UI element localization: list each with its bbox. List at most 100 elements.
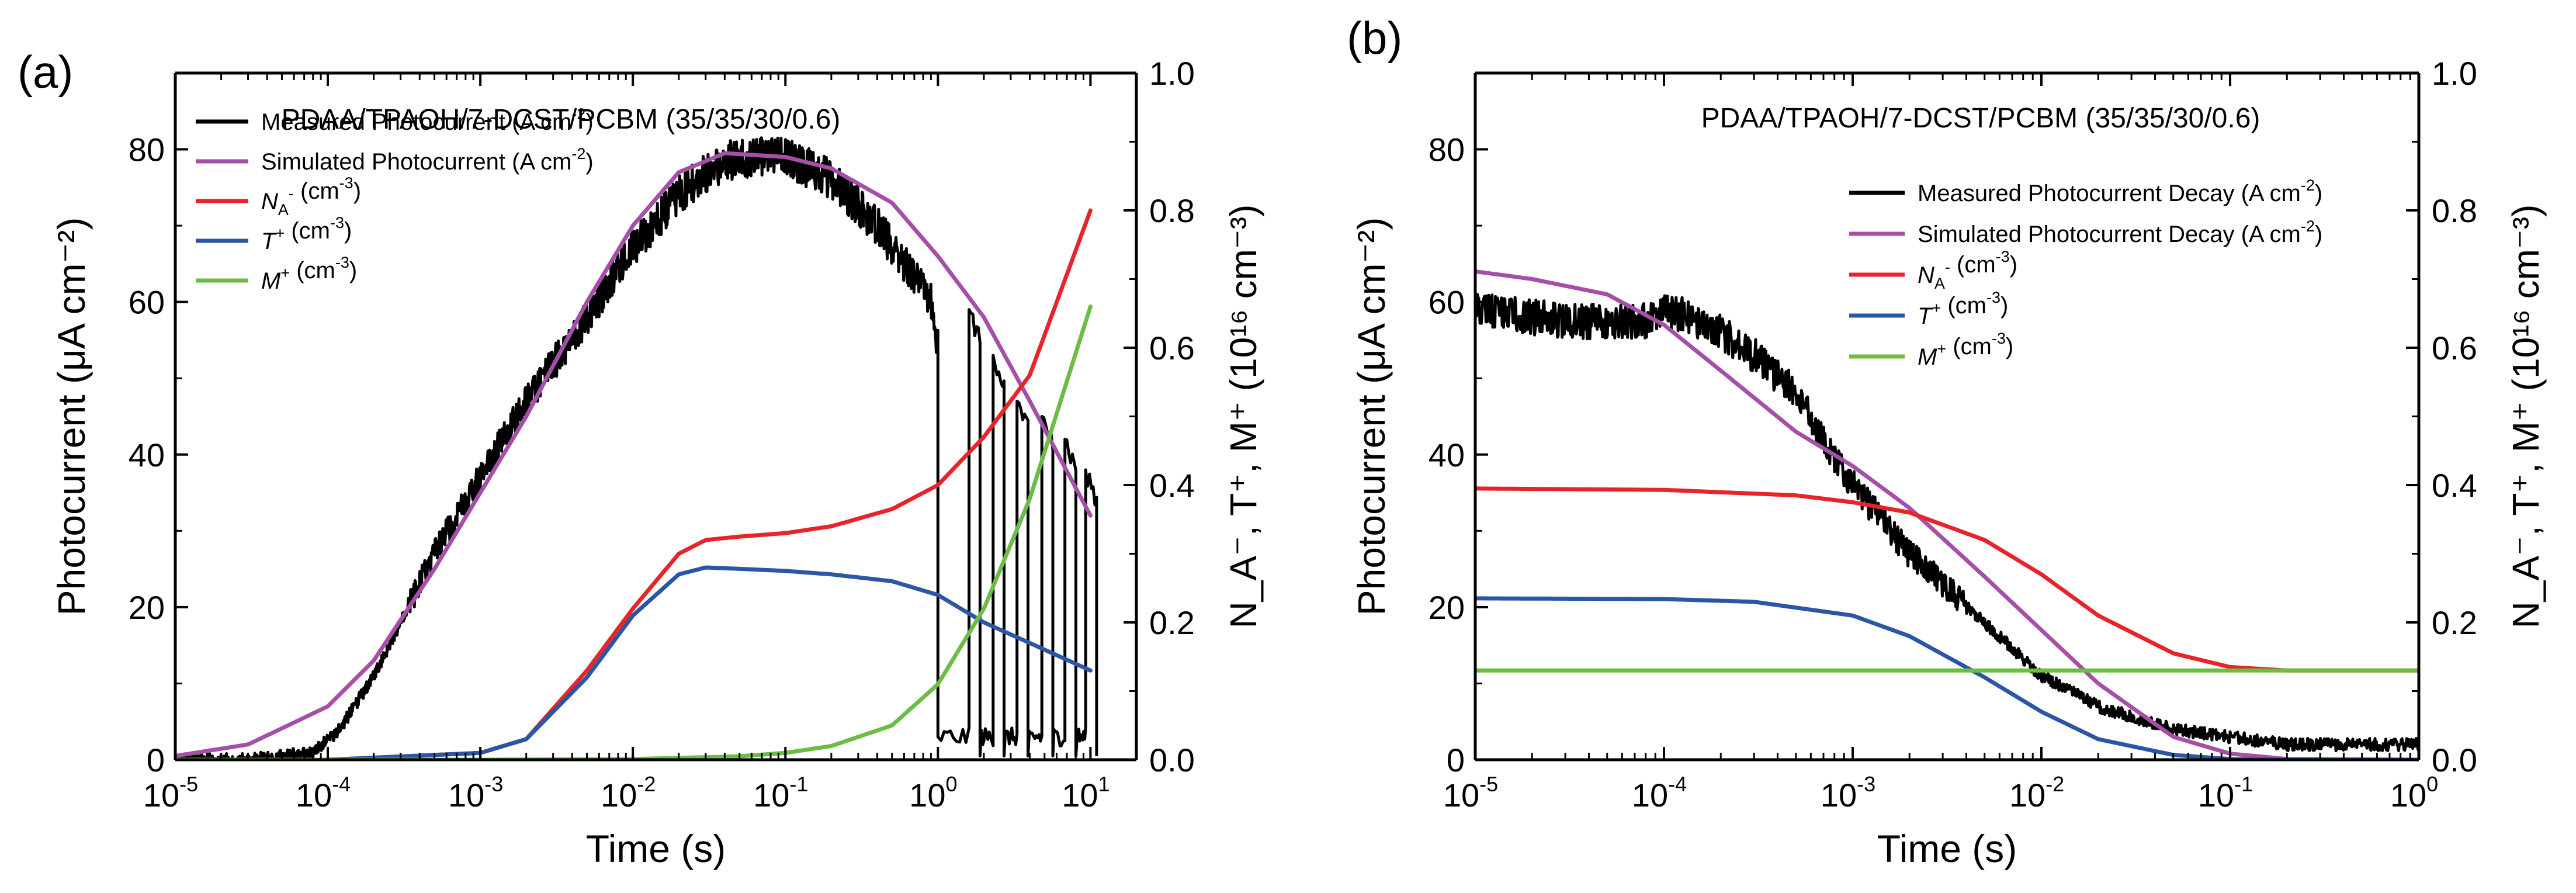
legend-superscript: + bbox=[280, 264, 290, 282]
x-tick-base: 10 bbox=[909, 777, 945, 814]
y2-tick-label: 0.8 bbox=[2432, 192, 2477, 229]
x-tick-base: 10 bbox=[601, 777, 637, 814]
x-tick-exp: -3 bbox=[1857, 772, 1875, 796]
legend-text-post: ) bbox=[2315, 181, 2322, 206]
x-tick-base: 10 bbox=[1821, 777, 1857, 814]
legend-text-main: (cm bbox=[285, 218, 330, 244]
legend-symbol: N bbox=[1918, 262, 1934, 288]
y2-tick-label: 0.8 bbox=[1149, 192, 1195, 229]
x-tick-base: 10 bbox=[1062, 777, 1098, 814]
x-tick-exp: 0 bbox=[945, 772, 957, 796]
legend-text-post: ) bbox=[2315, 221, 2322, 247]
legend-symbol: T bbox=[261, 229, 277, 254]
x-tick-label: 100 bbox=[909, 772, 957, 814]
y-tick-label: 80 bbox=[129, 131, 165, 168]
legend-text-main: (cm bbox=[294, 178, 339, 204]
panel-label: (a) bbox=[18, 46, 73, 98]
y-tick-label: 20 bbox=[1429, 589, 1465, 626]
legend-subscript: A bbox=[278, 201, 289, 219]
x-tick-base: 10 bbox=[448, 777, 484, 814]
panel-a: (a)10-5 10-4 10-3 10-2 10-1 100 1010204060800.… bbox=[18, 46, 1264, 870]
x-tick-base: 10 bbox=[1632, 777, 1668, 814]
legend-superscript: - bbox=[1945, 258, 1950, 276]
x-tick-label: 10-5 bbox=[143, 772, 198, 814]
y2-axis-title: N_A⁻, T⁺, M⁺ (10¹⁶ cm⁻³) bbox=[1222, 205, 1264, 629]
legend-superscript: + bbox=[1932, 299, 1941, 317]
x-tick-exp: -2 bbox=[637, 772, 656, 796]
x-tick-label: 10-4 bbox=[1632, 772, 1687, 814]
legend-text-post: ) bbox=[2006, 334, 2013, 359]
x-tick-exp: -1 bbox=[2234, 772, 2253, 796]
legend-label-simulated: Simulated Photocurrent (A cm-2) bbox=[261, 145, 594, 175]
legend-subscript: A bbox=[1934, 275, 1945, 292]
y2-tick-label: 1.0 bbox=[2432, 55, 2477, 92]
y-tick-label: 40 bbox=[1429, 437, 1465, 473]
legend-label-t: T+ (cm-3) bbox=[261, 214, 352, 254]
series-line-3 bbox=[175, 565, 1093, 760]
series-line-3 bbox=[1475, 596, 2419, 760]
composition-annotation: PDAA/TPAOH/7-DCST/PCBM (35/35/30/0.6) bbox=[282, 104, 841, 135]
legend-label-na: NA- (cm-3) bbox=[261, 174, 361, 219]
x-axis-title: Time (s) bbox=[586, 827, 726, 870]
legend-label-m: M+ (cm-3) bbox=[261, 254, 357, 294]
legend-text-main: (cm bbox=[290, 258, 335, 283]
series-line-1 bbox=[175, 151, 1093, 758]
legend-text-main: Simulated Photocurrent (A cm bbox=[261, 149, 571, 175]
x-tick-exp: -4 bbox=[332, 772, 351, 796]
x-tick-label: 10-1 bbox=[2198, 772, 2253, 814]
y2-tick-label: 0.2 bbox=[1149, 604, 1195, 641]
x-tick-base: 10 bbox=[753, 777, 789, 814]
legend: Measured Photocurrent (A cm-2)Simulated … bbox=[196, 105, 594, 294]
series-line-1 bbox=[1475, 269, 2419, 760]
legend-unit-sup: -3 bbox=[1986, 289, 2001, 306]
x-tick-label: 10-2 bbox=[601, 772, 656, 814]
x-tick-base: 10 bbox=[143, 777, 179, 814]
y-tick-label: 40 bbox=[129, 437, 165, 473]
legend-unit-sup: -2 bbox=[2301, 176, 2315, 194]
legend-text-main: Simulated Photocurrent Decay (A cm bbox=[1918, 221, 2301, 247]
legend-text-post: ) bbox=[353, 178, 361, 204]
x-tick-base: 10 bbox=[2009, 777, 2045, 814]
x-axis-title: Time (s) bbox=[1877, 827, 2017, 870]
legend-label-measured: Measured Photocurrent Decay (A cm-2) bbox=[1918, 176, 2322, 206]
legend-unit-sup: -3 bbox=[335, 254, 349, 271]
legend-unit-sup: -2 bbox=[571, 105, 585, 123]
x-tick-label: 10-2 bbox=[2009, 772, 2064, 814]
legend-superscript: + bbox=[275, 224, 285, 242]
x-tick-base: 10 bbox=[1443, 777, 1479, 814]
x-tick-label: 10-5 bbox=[1443, 772, 1498, 814]
legend-text-post: ) bbox=[585, 149, 593, 175]
plot-area bbox=[1475, 269, 2419, 760]
x-tick-exp: 1 bbox=[1098, 772, 1110, 796]
x-tick-label: 100 bbox=[2390, 772, 2438, 814]
legend-unit-sup: -3 bbox=[1996, 248, 2010, 265]
y2-tick-label: 0.0 bbox=[1149, 742, 1195, 778]
legend-text-main: (cm bbox=[1946, 334, 1992, 359]
legend-label-t: T+ (cm-3) bbox=[1918, 289, 2008, 329]
legend-text-post: ) bbox=[349, 258, 357, 283]
x-tick-label: 10-3 bbox=[1821, 772, 1875, 814]
legend-text-post: ) bbox=[2001, 293, 2008, 319]
legend-label-na: NA- (cm-3) bbox=[1918, 248, 2017, 292]
panel-b: (b)10-5 10-4 10-3 10-2 10-1 1000204060800.00.… bbox=[1347, 12, 2547, 870]
legend-symbol: M bbox=[1918, 344, 1937, 370]
series-line-2 bbox=[175, 208, 1093, 760]
x-tick-label: 10-4 bbox=[296, 772, 351, 814]
x-tick-exp: -4 bbox=[1668, 772, 1687, 796]
y2-tick-label: 0.6 bbox=[2432, 330, 2477, 366]
y2-tick-label: 0.2 bbox=[2432, 604, 2477, 641]
y-tick-label: 60 bbox=[1429, 284, 1465, 321]
y-tick-label: 20 bbox=[129, 589, 165, 626]
legend-symbol: M bbox=[261, 268, 281, 294]
x-tick-base: 10 bbox=[296, 777, 332, 814]
legend-symbol: N bbox=[261, 189, 278, 214]
y-tick-label: 80 bbox=[1429, 131, 1465, 168]
legend-text-post: ) bbox=[344, 218, 352, 244]
legend-superscript: - bbox=[289, 185, 294, 202]
series-line-4 bbox=[175, 304, 1093, 760]
legend-text-main: Measured Photocurrent Decay (A cm bbox=[1918, 181, 2301, 206]
legend-symbol: T bbox=[1918, 303, 1933, 329]
legend-text-main: Measured Photocurrent (A cm bbox=[261, 109, 571, 135]
y-axis-title: Photocurrent (μA cm⁻²) bbox=[1350, 217, 1393, 616]
y2-tick-label: 0.4 bbox=[1149, 467, 1195, 504]
